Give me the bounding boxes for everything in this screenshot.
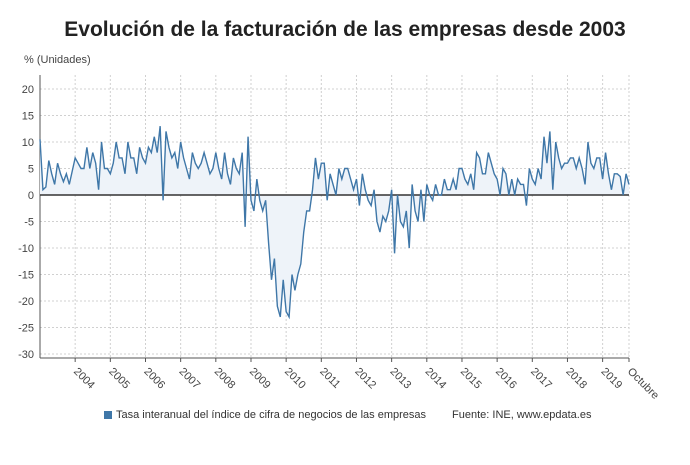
y-tick-label: 20: [22, 84, 34, 96]
y-tick-label: 15: [22, 111, 34, 123]
y-tick-label: 0: [28, 190, 34, 202]
legend-series-label[interactable]: Tasa interanual del índice de cifra de n…: [116, 409, 427, 421]
x-tick-label: 2007: [177, 366, 203, 392]
x-tick-label: 2015: [458, 366, 484, 392]
x-tick-label: 2017: [528, 366, 554, 392]
series-area: [40, 126, 629, 317]
x-tick-label: 2010: [282, 366, 308, 392]
y-axis-label: % (Unidades): [24, 54, 91, 66]
x-tick-label: 2013: [388, 366, 414, 392]
y-tick-label: -25: [18, 323, 34, 335]
x-tick-label: 2009: [247, 366, 273, 392]
x-tick-label: 2011: [317, 366, 342, 391]
y-tick-label: -20: [18, 296, 34, 308]
y-tick-label: -10: [18, 243, 34, 255]
legend-swatch: [104, 411, 112, 419]
x-tick-label: 2019: [599, 366, 625, 392]
legend: Tasa interanual del índice de cifra de n…: [104, 409, 591, 421]
chart-title: Evolución de la facturación de las empre…: [64, 18, 626, 41]
x-tick-label: 2005: [106, 366, 132, 392]
source-label: Fuente: INE, www.epdata.es: [452, 409, 592, 421]
y-tick-label: -15: [18, 270, 34, 282]
x-tick-label: 2014: [423, 366, 449, 392]
x-tick-label: 2004: [71, 366, 97, 392]
x-tick-label: 2016: [493, 366, 519, 392]
x-tick-label: 2006: [141, 366, 167, 392]
series-line: [39, 126, 630, 320]
x-tick-label: Octubre: [625, 366, 661, 402]
x-tick-label: 2018: [563, 366, 589, 392]
x-tick-label: 2008: [212, 366, 238, 392]
y-tick-label: -30: [18, 349, 34, 361]
y-tick-label: 5: [28, 164, 34, 176]
x-tick-label: 2012: [352, 366, 378, 392]
y-tick-label: 10: [22, 137, 34, 149]
y-tick-label: -5: [24, 217, 34, 229]
